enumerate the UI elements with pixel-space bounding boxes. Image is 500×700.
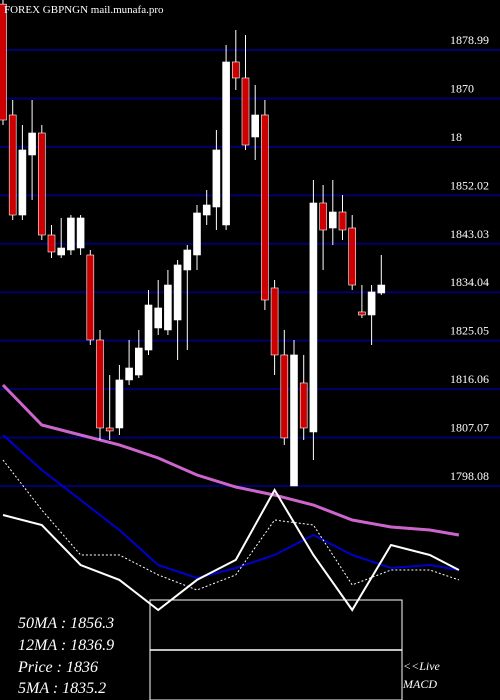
grid: 1878.99 1870 18 1852.02 1843.03 1834.04 1825.0…	[0, 33, 500, 488]
y-tick-label: 1798.08	[450, 469, 489, 483]
candle-body	[8, 114, 17, 216]
candle-body	[270, 287, 279, 356]
y-tick-label: 18	[450, 130, 462, 144]
candle-body	[241, 77, 250, 146]
candle-body	[251, 114, 259, 138]
stat-text: 5MA : 1835.2	[18, 680, 106, 697]
macd-label: <<Live	[403, 659, 441, 673]
indicator-line	[1, 383, 460, 537]
candle-body	[222, 61, 230, 226]
y-tick-label: 1852.02	[450, 178, 489, 192]
candle-body	[183, 249, 192, 271]
candle-body	[348, 227, 357, 286]
candle-body	[338, 211, 347, 231]
y-tick-label: 1825.05	[450, 324, 489, 338]
y-tick-label: 1834.04	[450, 275, 489, 289]
candle-body	[57, 247, 66, 256]
macd-label: MACD	[402, 677, 437, 691]
candle-body	[212, 149, 221, 208]
candle-body	[299, 382, 308, 429]
y-tick-label: 1807.07	[450, 421, 489, 435]
candle-body	[135, 347, 143, 376]
candle-body	[173, 264, 182, 321]
chart-title: FOREX GBPNGN mail.munafa.pro	[4, 4, 164, 16]
candle-body	[125, 367, 133, 381]
y-tick-label: 1816.06	[450, 372, 489, 386]
candles	[0, 0, 386, 487]
indicator-line	[2, 459, 460, 591]
indicator-lines	[1, 383, 460, 612]
candle-body	[309, 202, 318, 433]
candle-body	[328, 211, 337, 229]
candle-body	[319, 202, 327, 231]
candle-body	[76, 217, 85, 249]
candle-body	[144, 304, 153, 351]
y-tick-label: 1843.03	[450, 227, 489, 241]
candle-body	[202, 204, 211, 216]
candle-body	[28, 132, 36, 156]
candle-body	[0, 3, 7, 121]
candle-body	[115, 379, 124, 429]
stat-text: Price : 1836	[17, 659, 98, 676]
candle-body	[358, 311, 366, 316]
candle-body	[154, 307, 162, 329]
candle-body	[18, 149, 27, 216]
y-tick-label: 1870	[450, 81, 474, 95]
candle-body	[96, 339, 104, 429]
indicator-line	[2, 487, 460, 612]
candle-body	[280, 354, 289, 439]
y-tick-label: 1878.99	[450, 33, 489, 47]
candle-body	[67, 217, 75, 251]
candle-body	[290, 354, 298, 487]
candle-body	[164, 284, 172, 331]
candle-body	[367, 291, 376, 316]
candle-body	[193, 212, 201, 256]
candle-body	[377, 284, 386, 294]
candle-body	[232, 61, 240, 79]
indicator-line	[2, 434, 460, 579]
candle-body	[261, 114, 269, 301]
stat-text: 12MA : 1836.9	[18, 637, 114, 654]
candle-body	[37, 132, 46, 236]
candle-body	[86, 254, 95, 341]
candle-body	[105, 427, 114, 432]
candle-body	[47, 234, 56, 253]
stat-text: 50MA : 1856.3	[18, 615, 114, 632]
